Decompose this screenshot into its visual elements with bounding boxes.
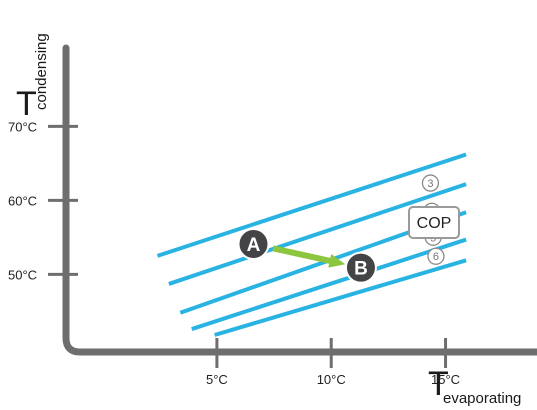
transition-arrow [272,245,346,268]
x-axis-subscript: evaporating [443,390,521,407]
point-label: A [247,235,261,256]
x-tick-label: 10°C [317,372,346,387]
cop-line-label-text: 3 [427,178,433,190]
cop-line-label: 6 [427,247,445,265]
point-label: B [354,259,368,280]
cop-line-label-circle [421,174,440,192]
x-tick-label: 5°C [206,372,228,387]
y-tick-label: 70°C [8,119,37,134]
axes: 70°C 60°C 50°C 5°C 10°C 15°C [8,44,537,387]
point-marker [344,251,377,284]
cop-line [168,182,467,286]
y-tick-label: 60°C [8,193,37,208]
cop-line [191,237,467,331]
axis-line [62,44,537,356]
cop-line [156,152,467,258]
cop-legend-label: COP [417,215,452,232]
x-axis-title: T [428,365,449,403]
markers: AB [237,228,377,284]
cop-line [214,258,467,337]
cop-line-label-circle [427,247,445,265]
point-b: B [344,251,377,284]
point-marker [237,228,270,261]
y-axis-subscript: condensing [33,33,50,110]
cop-legend-box: COP [408,206,460,239]
cop-line-label-text: 6 [433,251,439,263]
point-a: A [237,228,270,261]
cop-line-label: 3 [421,174,440,192]
y-axis-title: T [16,85,37,123]
y-tick-label: 50°C [8,267,37,282]
x-tick-label: 15°C [431,372,460,387]
cop-lines: 3456 [156,152,467,337]
